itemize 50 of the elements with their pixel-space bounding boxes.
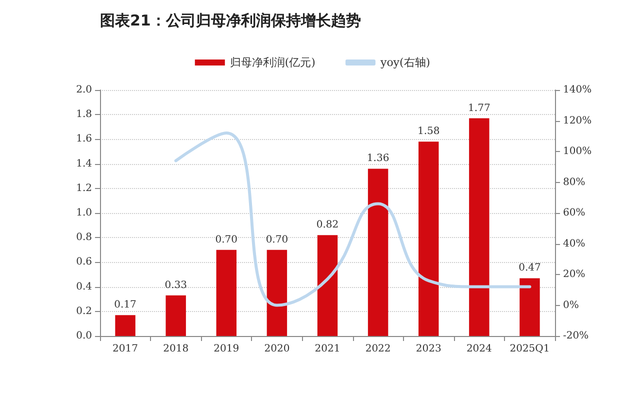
y2-tick-label: 20% [563,269,586,280]
x-tick-label: 2019 [214,344,240,354]
y-tick-label: 0.4 [76,281,92,292]
x-tick-label: 2022 [365,344,391,354]
y2-tick-label: -20% [563,330,589,342]
y2-tick-label: 0% [563,300,579,311]
legend-label: yoy(右轴) [379,56,430,69]
x-tick-label: 2024 [466,344,492,354]
y2-tick-label: 80% [563,176,586,188]
y-tick-label: 2.0 [76,84,92,96]
x-tick-label: 2017 [112,344,138,354]
bar [266,250,288,336]
y-tick-label: 1.4 [76,158,92,170]
data-label: 0.82 [316,220,339,231]
y2-tick-label: 40% [563,238,586,250]
x-tick-label: 2023 [416,344,442,354]
x-tick-label: 2021 [314,344,340,354]
y-tick-label: 0.8 [76,232,92,244]
y-tick-label: 0.2 [76,306,92,317]
data-label: 0.70 [215,234,238,246]
y2-tick-label: 140% [563,84,592,96]
bar [115,315,136,336]
y2-tick-label: 100% [563,146,592,157]
data-label: 0.33 [164,280,187,291]
data-label: 1.36 [366,153,390,164]
data-label: 1.58 [417,126,440,138]
y2-tick-label: 60% [563,208,586,218]
bar [166,295,186,336]
x-tick-label: 2018 [163,344,189,354]
data-label: 0.70 [266,234,288,246]
y-tick-label: 1.8 [76,109,92,120]
x-tick-label: 2025Q1 [510,344,550,354]
bar [368,168,388,336]
y-tick-label: 1.2 [76,182,92,194]
data-label: 1.77 [468,102,490,114]
chart-title: 图表21：公司归母净利润保持增长趋势 [100,12,361,30]
bar [418,142,439,336]
y-tick-label: 0.6 [76,256,92,268]
y-tick-label: 1.0 [76,208,92,218]
y-tick-label: 0.0 [76,330,92,342]
bar [520,278,540,336]
legend-label: 归母净利润(亿元) [230,56,316,69]
x-tick-label: 2020 [264,344,290,354]
y2-tick-label: 120% [563,115,592,126]
data-label: 0.47 [518,262,541,274]
bar [469,118,490,336]
y-tick-label: 1.6 [76,134,92,145]
bar [317,235,338,336]
bar [216,250,236,336]
data-label: 0.17 [114,300,136,311]
